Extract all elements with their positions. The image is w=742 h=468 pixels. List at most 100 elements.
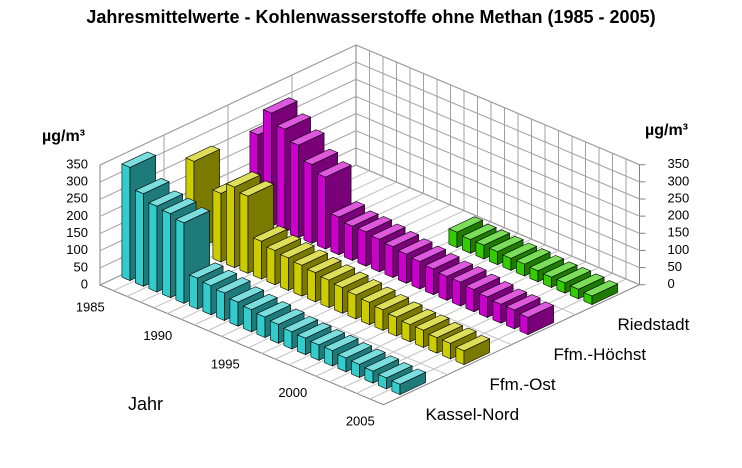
bar-top: [306, 256, 342, 274]
grid-line: [99, 78, 640, 200]
bar-top: [185, 145, 221, 162]
grid-line: [99, 61, 640, 183]
bar-top: [269, 308, 305, 325]
bar-top: [441, 327, 477, 344]
y2-tick-label: 150: [668, 225, 690, 240]
bar-top: [229, 286, 265, 303]
bar-top: [252, 225, 288, 242]
bar-top: [323, 334, 359, 351]
bar-top: [583, 280, 619, 297]
bar-top: [519, 301, 555, 318]
y-tick-label: 150: [66, 225, 88, 240]
bar: [455, 335, 491, 366]
bar-top: [529, 255, 565, 272]
bar-top: [505, 294, 541, 311]
bar-front: [162, 209, 171, 299]
bar-front: [334, 283, 343, 314]
grid-line: [99, 44, 640, 166]
bar-top: [515, 248, 551, 265]
bar-top: [343, 210, 379, 227]
bar-front: [506, 306, 515, 330]
bar-top: [316, 161, 352, 178]
bar-front: [317, 173, 326, 250]
bar-front: [202, 281, 212, 316]
y-tick-label: 350: [66, 156, 88, 171]
bar-front: [290, 141, 299, 239]
bar-top: [350, 348, 386, 365]
bar-top: [279, 242, 315, 259]
bar-top: [451, 266, 487, 283]
bar-top: [370, 223, 406, 240]
bar-front: [303, 160, 313, 244]
bar-top: [296, 322, 332, 339]
bar-front: [307, 268, 316, 303]
y-tick-label: 200: [66, 208, 88, 223]
bar-top: [276, 113, 312, 130]
bar-front: [452, 278, 461, 307]
bar: [391, 368, 427, 396]
bar-front: [374, 305, 384, 331]
bar-top: [320, 264, 356, 281]
bar-front: [189, 274, 198, 310]
series-label: Riedstadt: [618, 315, 690, 334]
bar-front: [357, 228, 367, 267]
bar: [583, 280, 619, 306]
bar-top: [225, 171, 261, 188]
bar-front: [384, 242, 394, 279]
bar-top: [448, 216, 484, 233]
bar-top: [364, 355, 400, 372]
bar-top: [262, 97, 298, 114]
grid-line: [99, 113, 640, 235]
x-tick-label: 1995: [211, 356, 240, 371]
y2-tick-label: 200: [668, 208, 690, 223]
bar-top: [461, 223, 497, 240]
bar-top: [266, 234, 302, 251]
bar-front: [411, 257, 421, 290]
y2-tick-label: 0: [668, 276, 675, 291]
bar-top: [401, 308, 437, 325]
bar-top: [289, 129, 325, 146]
y2-tick-label: 250: [668, 190, 690, 205]
bar-front: [239, 192, 249, 274]
bar-front: [320, 276, 330, 309]
bar-top: [188, 262, 224, 279]
bar-front: [148, 202, 158, 293]
bar-front: [253, 237, 262, 280]
x-tick-label: 1985: [76, 299, 105, 314]
bar-top: [215, 277, 251, 294]
bar-top: [337, 342, 373, 359]
bar-front: [175, 218, 185, 304]
bar-front: [371, 235, 380, 273]
bar-top: [391, 368, 427, 385]
bar-top: [283, 316, 319, 333]
bar-front: [280, 254, 289, 291]
bar-top: [148, 190, 184, 207]
y-axis-label: µg/m³: [42, 128, 85, 145]
bar-top: [134, 177, 170, 195]
y2-tick-label: 300: [668, 173, 690, 188]
bar-top: [465, 273, 501, 290]
bar-top: [310, 329, 346, 346]
bar-front: [438, 272, 448, 301]
bar-top: [397, 238, 433, 255]
x-tick-label: 2000: [278, 385, 307, 400]
bar-front: [398, 250, 407, 284]
bar-top: [242, 293, 278, 310]
bar-top: [256, 301, 292, 318]
bar-top: [377, 362, 413, 379]
y2-axis-label: µg/m³: [645, 122, 688, 139]
bar-front: [388, 313, 397, 337]
bar-top: [374, 294, 410, 311]
bar-top: [384, 230, 420, 248]
bar-front: [293, 261, 303, 297]
bar-front: [361, 298, 370, 326]
bar-front: [465, 285, 475, 313]
bar-top: [161, 197, 197, 215]
bar-top: [475, 229, 511, 246]
x-tick-label: 1990: [143, 328, 172, 343]
bar-front: [330, 213, 340, 256]
bar-top: [202, 269, 238, 286]
bar-top: [121, 151, 157, 168]
bar-front: [256, 313, 266, 339]
